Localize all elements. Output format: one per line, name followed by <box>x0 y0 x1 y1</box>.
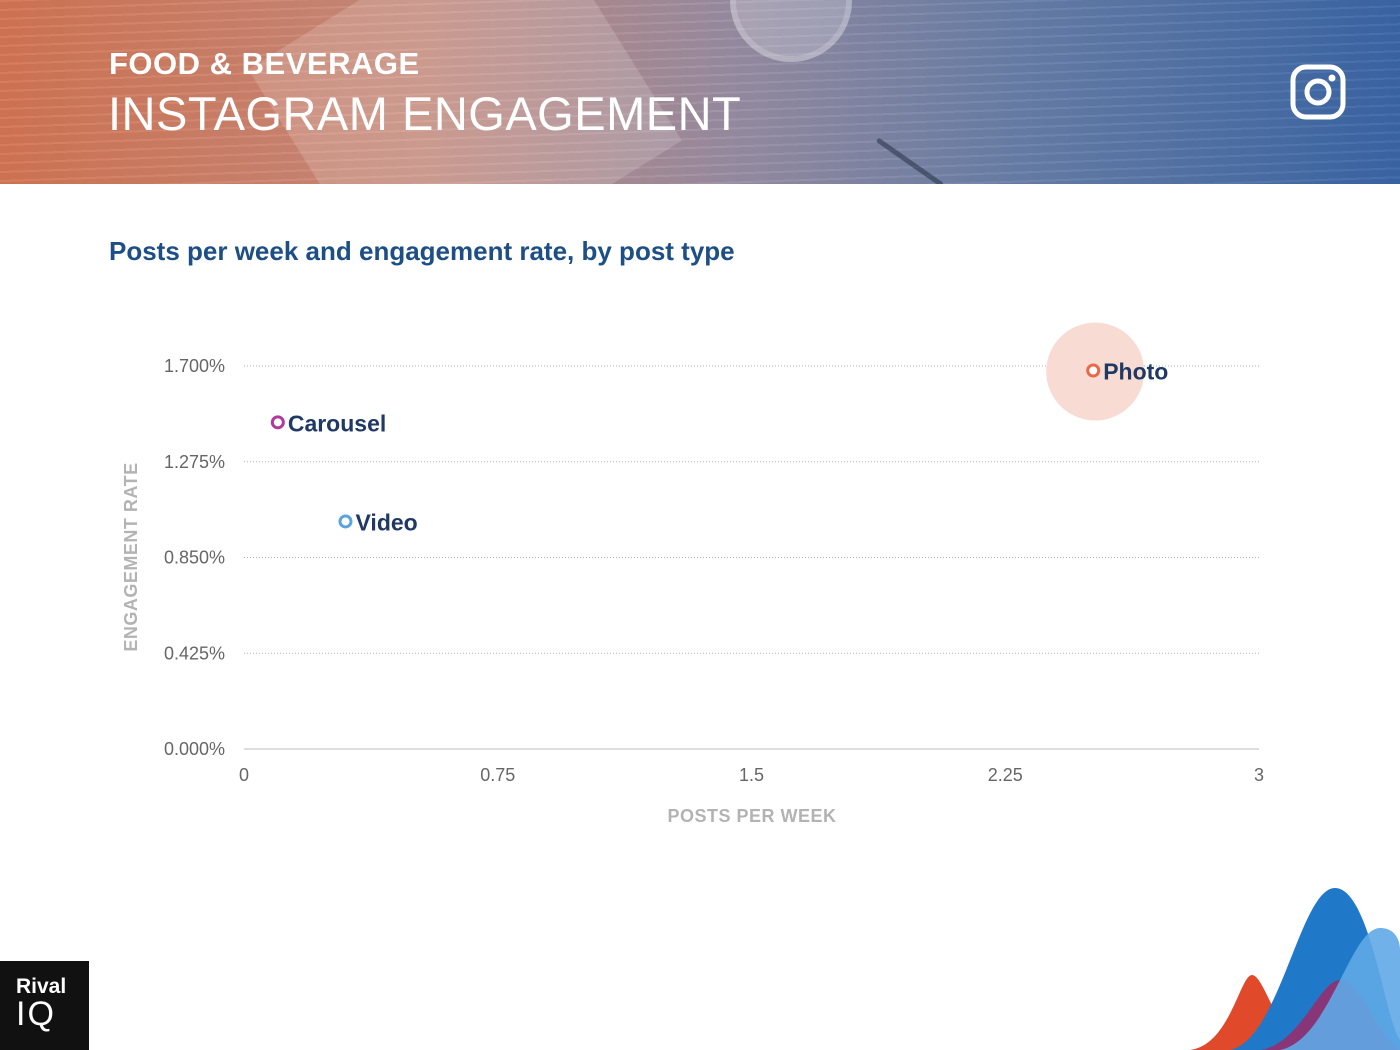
x-tick-label: 0.75 <box>480 765 515 785</box>
wood-texture <box>0 0 1400 184</box>
video-point <box>338 514 353 529</box>
video-point-label: Video <box>356 509 418 535</box>
header-headline: INSTAGRAM ENGAGEMENT <box>108 87 742 140</box>
x-tick-label: 1.5 <box>739 765 764 785</box>
x-tick-label: 2.25 <box>988 765 1023 785</box>
header-kicker: FOOD & BEVERAGE <box>109 46 420 81</box>
decorative-waves <box>1190 888 1400 1050</box>
y-tick-label: 0.850% <box>164 548 225 568</box>
x-tick-label: 3 <box>1254 765 1264 785</box>
y-tick-label: 0.425% <box>164 643 225 663</box>
carousel-point-label: Carousel <box>288 410 386 436</box>
photo-point-label: Photo <box>1103 359 1168 385</box>
scatter-chart: 0.000% 0.425% 0.850% 1.275% 1.700% 0 0.75 1.5 2.… <box>121 322 1264 826</box>
header-banner: FOOD & BEVERAGE INSTAGRAM ENGAGEMENT <box>0 0 1400 184</box>
photo-point <box>1086 363 1101 378</box>
x-axis-title: POSTS PER WEEK <box>667 806 836 826</box>
logo-line-1: Rival <box>16 975 67 998</box>
y-tick-label: 0.000% <box>164 739 225 759</box>
y-tick-label: 1.275% <box>164 452 225 472</box>
logo-line-2: IQ <box>16 995 56 1033</box>
y-axis-title: ENGAGEMENT RATE <box>121 462 141 651</box>
rival-iq-logo: Rival IQ <box>0 961 89 1050</box>
x-tick-label: 0 <box>239 765 249 785</box>
carousel-point <box>270 415 285 430</box>
chart-title: Posts per week and engagement rate, by p… <box>109 236 735 266</box>
instagram-icon <box>1290 64 1346 120</box>
y-tick-label: 1.700% <box>164 356 225 376</box>
